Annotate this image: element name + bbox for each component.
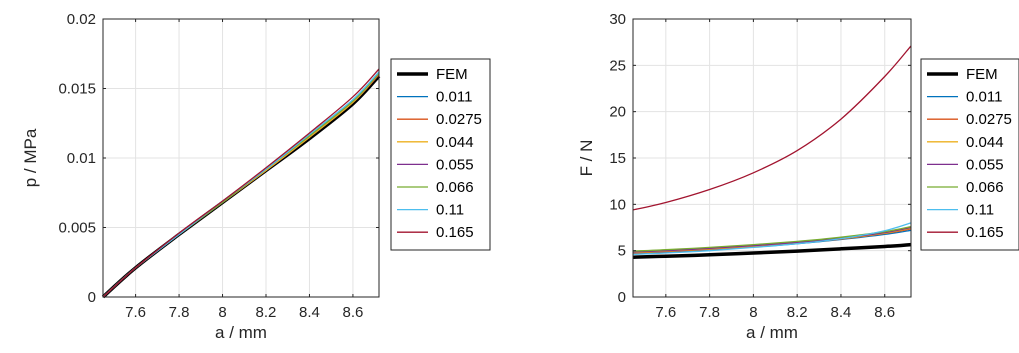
series-line-0_165 [632,45,912,211]
y-tick-label: 20 [609,104,626,121]
y-tick-label: 0.02 [67,11,96,28]
y-tick-label: 30 [609,11,626,28]
series-line-FEM [632,242,912,259]
x-tick-label: 8.6 [342,304,363,321]
legend-label: 0.066 [436,179,474,196]
y-tick-label: 0.005 [58,220,96,237]
legend-label: 0.044 [966,134,1004,151]
y-tick-label: 0.01 [67,150,96,167]
series-line-0_055 [632,226,912,253]
y-tick-label: 0 [88,289,96,306]
series-line-0_165 [102,68,380,298]
y-axis-label: F / N [577,140,596,177]
legend-label: FEM [966,66,998,83]
axis-ticks: 7.6 7.8 8 8.2 8.4 8.6 0 5 10 15 20 25 30 [609,11,911,321]
legend-label: 0.0275 [436,111,482,128]
legend-box [920,58,1019,251]
legend-label: 0.11 [966,202,994,219]
series-lines [632,45,912,259]
chart-force: 7.6 7.8 8 8.2 8.4 8.6 0 5 10 15 20 25 30 a / mm F / … [577,11,1019,342]
legend: FEM 0.011 0.0275 0.044 0.055 0.066 0.11 0.165 [920,58,1019,251]
legend-label: 0.011 [436,89,472,106]
x-axis-label: a / mm [746,323,798,342]
y-tick-label: 5 [618,243,626,260]
x-tick-label: 8 [749,304,757,321]
legend-label: 0.165 [966,224,1004,241]
axis-ticks: 7.6 7.8 8 8.2 8.4 8.6 0 0.005 0.01 0.015 0.02 [58,11,379,321]
series-line-0_066 [632,225,912,252]
x-tick-label: 8 [218,304,226,321]
legend-label: 0.055 [966,156,1004,173]
y-tick-label: 0 [618,289,626,306]
x-tick-label: 7.6 [655,304,676,321]
series-lines [101,68,381,299]
y-tick-label: 0.015 [58,81,96,98]
x-tick-label: 8.2 [787,304,808,321]
legend: FEM 0.011 0.0275 0.044 0.055 0.066 0.11 0.165 [390,58,491,251]
x-tick-label: 8.2 [256,304,277,321]
legend-label: 0.165 [436,224,474,241]
x-tick-label: 7.8 [169,304,190,321]
legend-label: 0.066 [966,179,1004,196]
legend-label: FEM [436,66,468,83]
legend-label: 0.11 [436,202,464,219]
y-axis-label: p / MPa [21,128,40,187]
x-tick-label: 7.6 [125,304,146,321]
y-tick-label: 10 [609,196,626,213]
series-line-0_11 [632,222,912,256]
x-axis-label: a / mm [215,323,267,342]
chart-pressure: 7.6 7.8 8 8.2 8.4 8.6 0 0.005 0.01 0.015 0.02 a / … [21,11,491,342]
legend-box [390,58,491,251]
y-tick-label: 15 [609,150,626,167]
x-tick-label: 7.8 [699,304,720,321]
legend-label: 0.055 [436,156,474,173]
legend-label: 0.044 [436,134,474,151]
y-tick-label: 25 [609,57,626,74]
x-tick-label: 8.4 [299,304,320,321]
x-tick-label: 8.6 [874,304,895,321]
legend-label: 0.011 [966,89,1002,106]
x-tick-label: 8.4 [831,304,852,321]
legend-label: 0.0275 [966,111,1012,128]
